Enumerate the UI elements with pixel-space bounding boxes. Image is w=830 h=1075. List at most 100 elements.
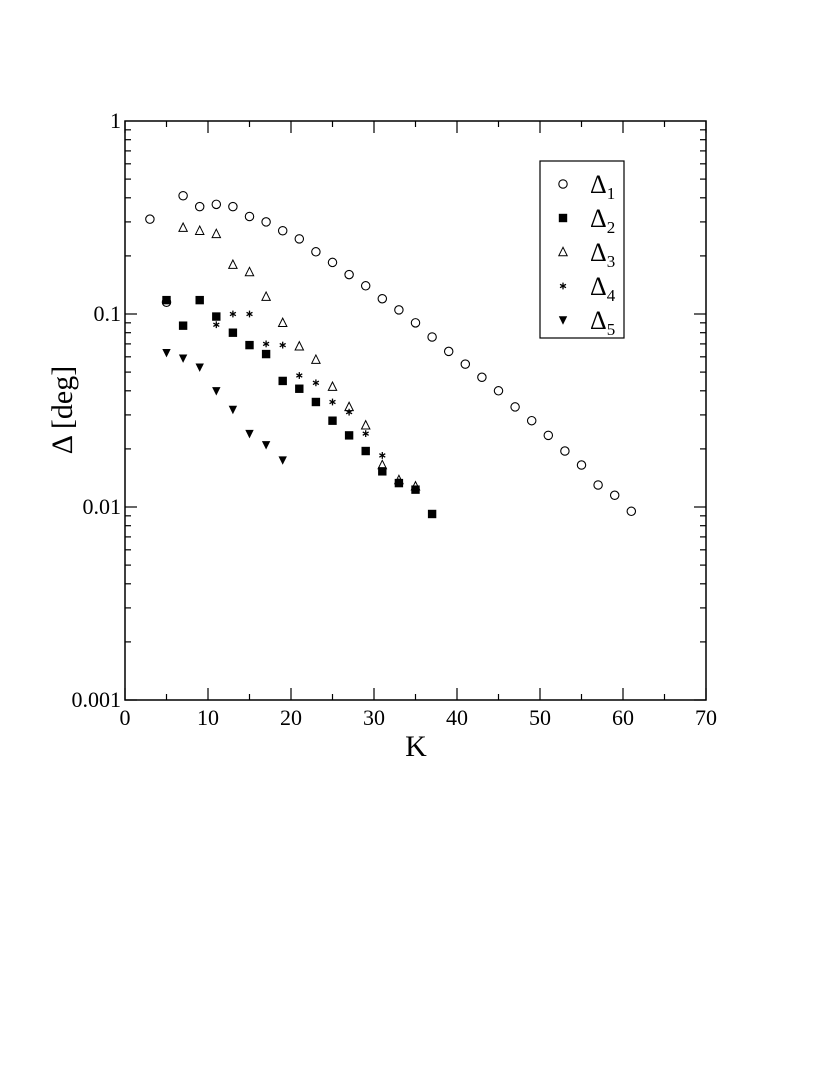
x-tick-label: 60 xyxy=(612,705,634,730)
y-tick-label: 0.001 xyxy=(72,687,122,712)
data-point xyxy=(261,290,272,301)
data-point xyxy=(377,293,388,304)
data-point xyxy=(195,363,204,372)
legend-label-subscript: 2 xyxy=(607,218,616,237)
legend-label-subscript: 1 xyxy=(607,184,616,203)
data-point xyxy=(296,372,303,379)
data-point xyxy=(593,480,603,490)
data-point xyxy=(410,318,421,328)
data-point xyxy=(311,247,321,257)
data-point xyxy=(277,317,288,328)
data-point xyxy=(378,467,387,476)
legend-label-subscript: 5 xyxy=(607,320,616,339)
data-point-stroke xyxy=(279,342,286,348)
data-point xyxy=(162,295,171,305)
data-point xyxy=(361,446,370,456)
data-point xyxy=(227,258,238,269)
data-point xyxy=(526,415,537,426)
data-point-stroke xyxy=(379,453,386,458)
x-tick-label: 70 xyxy=(695,705,717,730)
data-point xyxy=(327,257,338,268)
data-point xyxy=(162,349,171,358)
data-point xyxy=(212,387,221,396)
data-point xyxy=(213,321,220,329)
legend-label-subscript: 3 xyxy=(607,252,616,271)
data-point xyxy=(493,386,504,396)
legend-label-subscript: 4 xyxy=(607,286,616,305)
data-point xyxy=(145,214,155,224)
data-point xyxy=(294,234,305,244)
x-axis-label: K xyxy=(405,730,427,763)
x-tick-label: 10 xyxy=(197,705,219,730)
data-point xyxy=(344,431,354,440)
data-point xyxy=(626,506,637,517)
data-point xyxy=(194,201,205,212)
legend-box xyxy=(539,160,625,339)
data-point xyxy=(311,397,321,407)
data-point-stroke xyxy=(296,373,303,378)
data-point xyxy=(310,353,321,364)
data-point xyxy=(262,340,270,348)
data-point xyxy=(477,372,487,383)
data-point xyxy=(279,341,286,349)
data-point-stroke xyxy=(262,341,270,347)
data-point xyxy=(295,384,304,393)
data-point-stroke xyxy=(312,380,320,386)
data-point-stroke xyxy=(362,431,369,436)
data-point xyxy=(559,282,567,290)
data-point xyxy=(377,459,388,470)
y-axis-label: Δ [deg] xyxy=(46,366,79,454)
data-point-stroke xyxy=(213,322,220,327)
data-point xyxy=(228,201,238,212)
data-point xyxy=(195,295,204,305)
data-series xyxy=(145,190,637,519)
data-point xyxy=(557,246,569,257)
series-delta-4 xyxy=(213,310,419,494)
data-point xyxy=(443,346,454,357)
series-delta-3 xyxy=(178,221,421,491)
data-point xyxy=(543,430,554,441)
data-point xyxy=(277,225,288,236)
data-point xyxy=(178,321,188,330)
data-point xyxy=(427,332,437,342)
data-point xyxy=(395,478,403,486)
data-point xyxy=(412,486,419,494)
data-point xyxy=(609,490,620,501)
axis-ticks xyxy=(124,121,707,701)
data-point xyxy=(261,441,271,450)
data-point xyxy=(211,228,222,239)
data-point xyxy=(278,376,287,386)
data-point xyxy=(558,179,568,189)
data-point xyxy=(362,430,369,438)
series-delta-5 xyxy=(162,349,287,465)
data-point xyxy=(178,221,189,232)
data-point xyxy=(194,224,205,235)
data-point-stroke xyxy=(329,399,336,405)
data-point xyxy=(261,217,271,227)
data-point xyxy=(211,199,222,210)
data-point xyxy=(244,211,255,222)
data-point xyxy=(576,460,587,470)
y-tick-label: 0.1 xyxy=(94,301,122,326)
data-point-stroke xyxy=(412,487,419,492)
data-point xyxy=(229,310,237,318)
data-point-stroke xyxy=(559,283,567,289)
x-tick-label: 50 xyxy=(529,705,551,730)
data-point xyxy=(558,213,568,223)
data-point xyxy=(345,408,353,416)
data-point xyxy=(228,328,238,337)
data-point xyxy=(427,509,437,519)
data-point xyxy=(278,456,287,465)
data-point xyxy=(212,312,221,321)
data-point xyxy=(460,359,471,369)
data-point-stroke xyxy=(229,311,237,317)
data-point xyxy=(244,266,255,277)
data-point xyxy=(312,379,320,387)
data-point xyxy=(228,405,238,415)
data-point-stroke xyxy=(395,479,403,485)
data-point xyxy=(245,429,254,439)
data-point xyxy=(394,305,404,315)
series-delta-1 xyxy=(145,190,637,517)
data-point xyxy=(344,269,354,280)
